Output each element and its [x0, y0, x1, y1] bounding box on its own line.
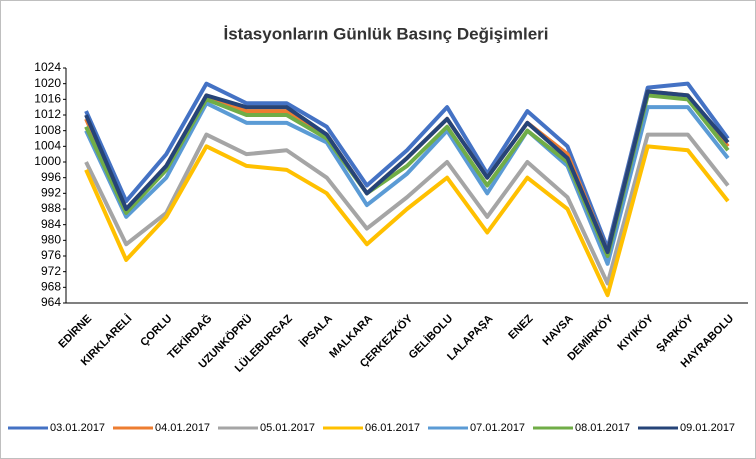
- y-tick-label: 976: [41, 248, 61, 262]
- y-tick-label: 972: [41, 264, 61, 278]
- legend-label: 09.01.2017: [680, 422, 735, 434]
- legend-label: 07.01.2017: [470, 422, 525, 434]
- series-line: [84, 89, 730, 255]
- legend-label: 03.01.2017: [50, 422, 105, 434]
- y-tick-label: 980: [41, 233, 61, 247]
- chart-title: İstasyonların Günlük Basınç Değişimleri: [224, 24, 549, 43]
- legend-label: 06.01.2017: [365, 422, 420, 434]
- y-tick-label: 992: [41, 186, 61, 200]
- y-tick-label: 988: [41, 201, 61, 215]
- y-tick-label: 968: [41, 280, 61, 294]
- y-tick-label: 964: [41, 295, 61, 309]
- y-tick-label: 1016: [34, 92, 61, 106]
- series-line: [84, 101, 730, 266]
- y-tick-label: 1024: [34, 60, 61, 74]
- y-tick-label: 1004: [34, 139, 61, 153]
- y-tick-label: 1000: [34, 154, 61, 168]
- y-tick-label: 1020: [34, 76, 61, 90]
- y-tick-label: 1012: [34, 107, 61, 121]
- legend-label: 08.01.2017: [575, 422, 630, 434]
- series-line: [84, 132, 730, 286]
- y-tick-label: 984: [41, 217, 61, 231]
- y-tick-label: 1008: [34, 123, 61, 137]
- series-line: [84, 144, 730, 298]
- legend-label: 05.01.2017: [260, 422, 315, 434]
- y-tick-label: 996: [41, 170, 61, 184]
- legend-label: 04.01.2017: [155, 422, 210, 434]
